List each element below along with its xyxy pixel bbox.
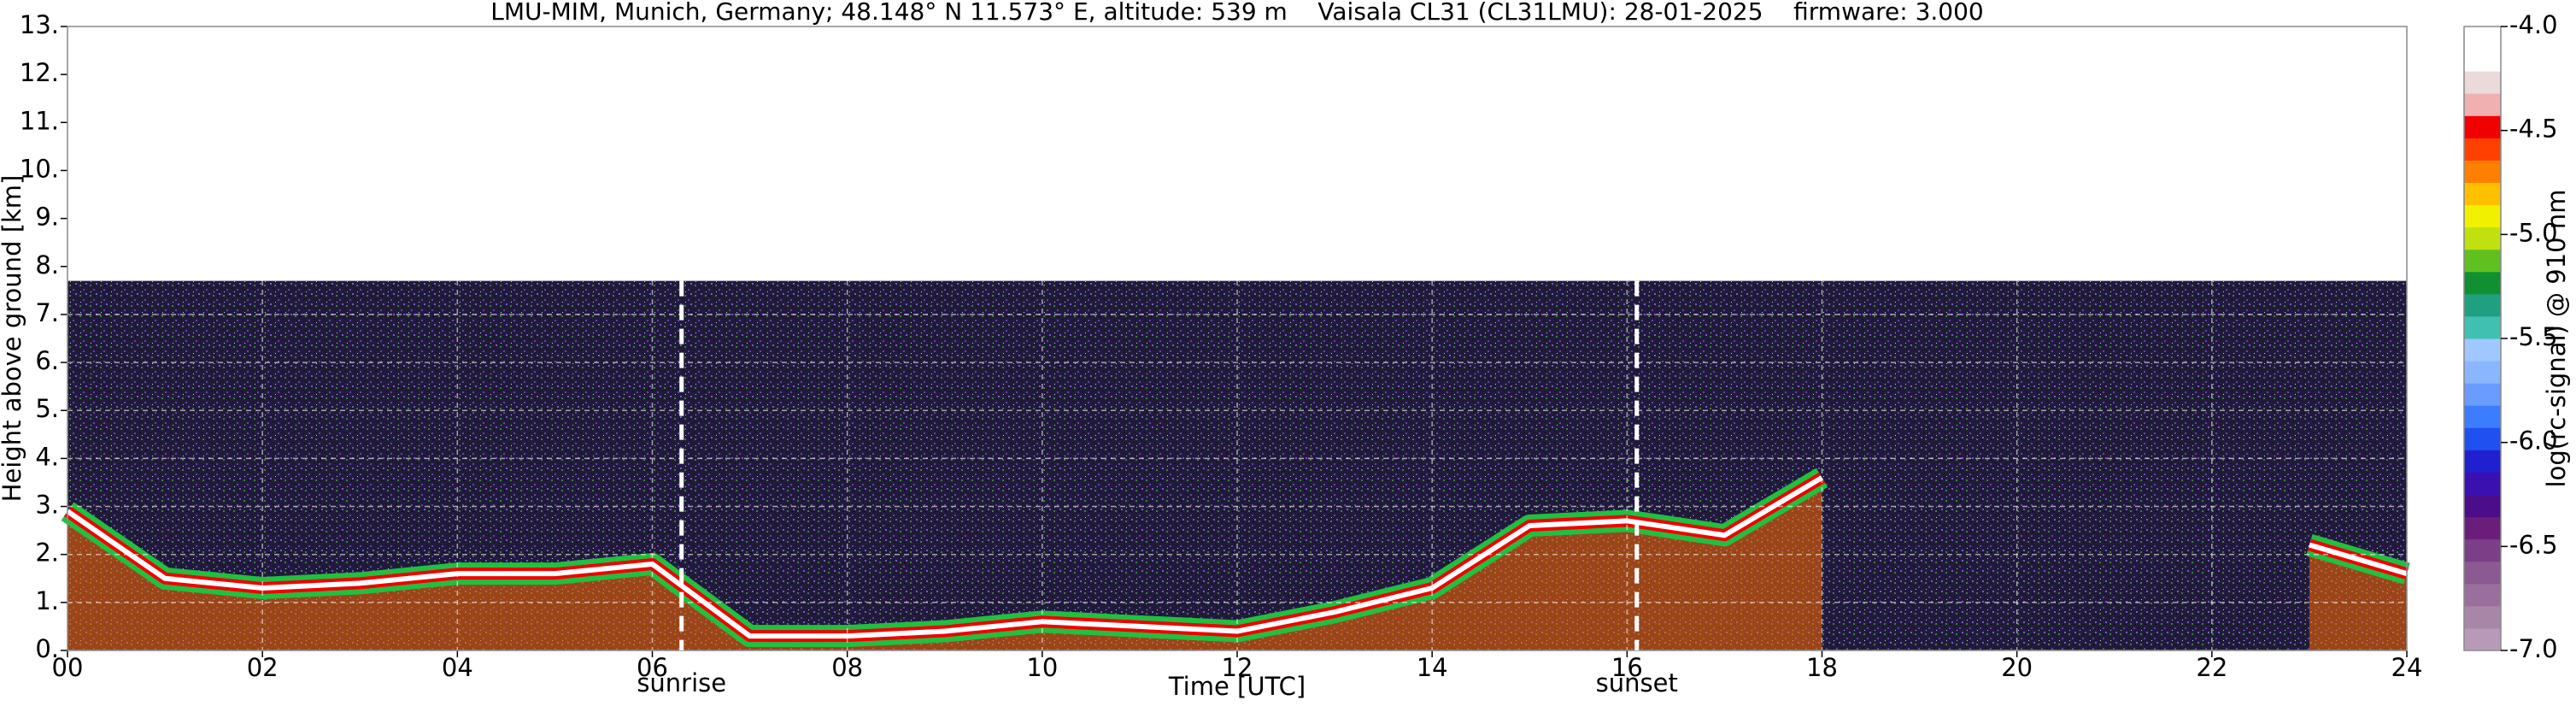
colorbar-tick-label: -4.5 [2509, 115, 2558, 144]
x-tick-label: 22 [2196, 653, 2227, 682]
colorbar-tick-label: -6.5 [2509, 530, 2558, 559]
colorbar-segment [2464, 583, 2501, 607]
y-tick-label: 12. [20, 58, 59, 87]
colorbar-segment [2464, 605, 2501, 629]
colorbar-segment [2464, 49, 2501, 72]
colorbar-segment [2464, 71, 2501, 94]
colorbar-segment [2464, 249, 2501, 273]
colorbar-segment [2464, 271, 2501, 295]
y-tick-label: 7. [35, 298, 59, 327]
y-tick-label: 8. [35, 250, 59, 279]
colorbar-segment [2464, 315, 2501, 339]
x-tick-label: 18 [1806, 653, 1838, 682]
colorbar-segment [2464, 405, 2501, 428]
colorbar-segment [2464, 26, 2501, 50]
colorbar-segment [2464, 338, 2501, 362]
y-axis-label: Height above ground [km] [0, 175, 26, 503]
colorbar-segment [2464, 538, 2501, 562]
chart-title: LMU-MIM, Munich, Germany; 48.148° N 11.5… [490, 0, 1984, 26]
colorbar-segment [2464, 361, 2501, 384]
y-tick-label: 5. [35, 394, 59, 423]
colorbar-tick-label: -4.0 [2509, 10, 2558, 39]
layer-edge-core [66, 475, 1824, 639]
colorbar-segment [2464, 427, 2501, 450]
colorbar-tick-label: -6.0 [2509, 427, 2558, 456]
x-tick-label: 06 [637, 653, 668, 682]
colorbar-segment [2464, 561, 2501, 585]
x-tick-label: 04 [442, 653, 473, 682]
y-tick-label: 9. [35, 203, 59, 232]
colorbar-segment [2464, 115, 2501, 138]
colorbar-tick-label: -7.0 [2509, 634, 2558, 663]
x-tick-label: 08 [831, 653, 863, 682]
x-tick-label: 12 [1222, 653, 1253, 682]
colorbar-label: log(rc-signal) @ 910 nm [2542, 190, 2571, 488]
colorbar-segment [2464, 516, 2501, 540]
layer-edge-core [2309, 542, 2408, 577]
colorbar-segment [2464, 160, 2501, 183]
x-tick-label: 20 [2001, 653, 2033, 682]
x-tick-label: 02 [247, 653, 279, 682]
y-tick-label: 3. [35, 491, 59, 520]
colorbar-segment [2464, 182, 2501, 206]
colorbar-segment [2464, 138, 2501, 161]
y-tick-label: 1. [35, 586, 59, 615]
colorbar-segment [2464, 450, 2501, 473]
y-tick-label: 4. [35, 442, 59, 471]
colorbar-segment [2464, 293, 2501, 317]
colorbar-segment [2464, 227, 2501, 250]
x-axis-label: Time [UTC] [1168, 672, 1306, 701]
colorbar-segment [2464, 627, 2501, 651]
colorbar-tick-label: -5.5 [2509, 322, 2558, 351]
annotation-label: sunrise [637, 668, 726, 697]
x-tick-label: 14 [1417, 653, 1448, 682]
colorbar-segment [2464, 93, 2501, 116]
x-tick-label: 00 [52, 653, 84, 682]
y-tick-label: 11. [20, 106, 59, 135]
x-tick-label: 24 [2391, 653, 2423, 682]
x-tick-label: 10 [1026, 653, 1058, 682]
plot-frame [67, 26, 2408, 651]
annotation-label: sunset [1596, 668, 1678, 697]
colorbar-segment [2464, 383, 2501, 406]
x-tick-label: 16 [1611, 653, 1643, 682]
y-tick-label: 0. [35, 634, 59, 663]
y-tick-label: 10. [20, 154, 59, 183]
colorbar-segment [2464, 494, 2501, 518]
colorbar-segment [2464, 472, 2501, 495]
colorbar-tick-label: -5.0 [2509, 218, 2558, 247]
y-tick-label: 13. [20, 10, 59, 39]
colorbar-segment [2464, 204, 2501, 228]
y-tick-label: 2. [35, 538, 59, 568]
y-tick-label: 6. [35, 346, 59, 375]
